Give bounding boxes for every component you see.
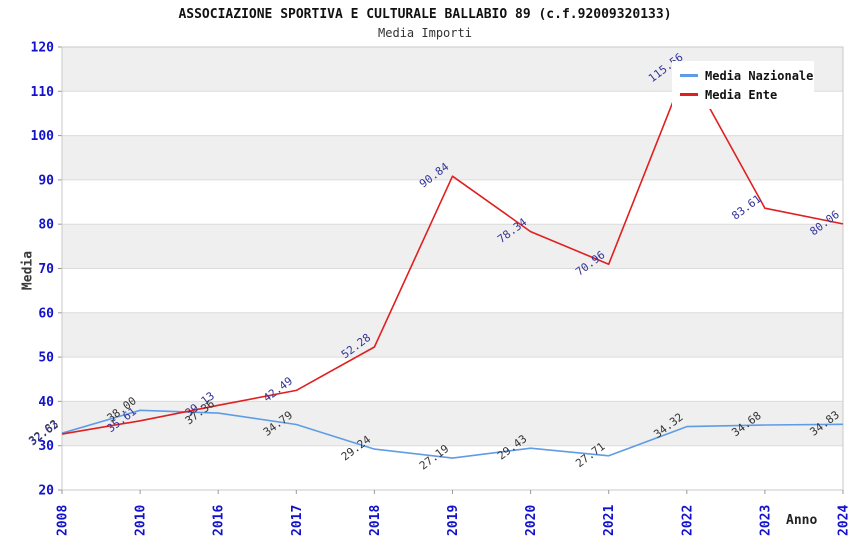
x-tick-label: 2024: [837, 505, 850, 536]
x-axis-label: Anno: [786, 513, 818, 528]
x-tick-label: 2018: [368, 505, 383, 536]
legend: Media Nazionale Media Ente: [672, 61, 814, 109]
y-tick-label: 30: [38, 439, 54, 454]
y-tick-label: 70: [38, 262, 54, 277]
x-tick-label: 2008: [56, 505, 71, 536]
series-line-nazionale: [61, 409, 844, 459]
plot-band: [62, 179, 843, 225]
chart-subtitle: Media Importi: [378, 26, 472, 40]
y-tick-label: 100: [31, 129, 55, 144]
y-axis-label: Media: [20, 250, 36, 291]
y-tick-label: 90: [38, 173, 54, 188]
legend-line-swatch-nazionale: [680, 74, 698, 77]
x-tick-label: 2023: [758, 505, 773, 536]
legend-item-ente: Media Ente: [680, 85, 806, 104]
y-tick-label: 20: [38, 484, 54, 499]
y-tick-label: 40: [38, 395, 54, 410]
plot-band: [62, 312, 843, 358]
legend-item-nazionale: Media Nazionale: [680, 66, 813, 85]
y-tick-label: 60: [38, 306, 54, 321]
x-tick-label: 2019: [446, 505, 461, 536]
x-tick-label: 2016: [212, 505, 227, 536]
y-tick-label: 120: [31, 41, 55, 56]
x-tick-label: 2010: [134, 505, 149, 536]
plot-band: [62, 357, 843, 402]
y-tick-label: 80: [38, 218, 54, 233]
plot-band: [62, 224, 843, 269]
plot-band: [62, 268, 843, 313]
legend-label-ente: Media Ente: [705, 87, 778, 102]
chart-title: ASSOCIAZIONE SPORTIVA E CULTURALE BALLAB…: [178, 7, 672, 22]
legend-label-nazionale: Media Nazionale: [705, 68, 814, 83]
plot-band: [62, 135, 843, 180]
y-tick-label: 50: [38, 351, 54, 366]
x-tick-label: 2022: [680, 505, 695, 536]
y-tick-label: 110: [31, 85, 55, 100]
x-tick-label: 2020: [524, 505, 539, 536]
plot-band: [62, 401, 843, 446]
x-tick-label: 2017: [290, 505, 305, 536]
series-line-ente: [61, 65, 844, 435]
plot-band: [62, 445, 843, 490]
x-tick-label: 2021: [602, 505, 617, 536]
legend-line-swatch-ente: [680, 93, 698, 96]
